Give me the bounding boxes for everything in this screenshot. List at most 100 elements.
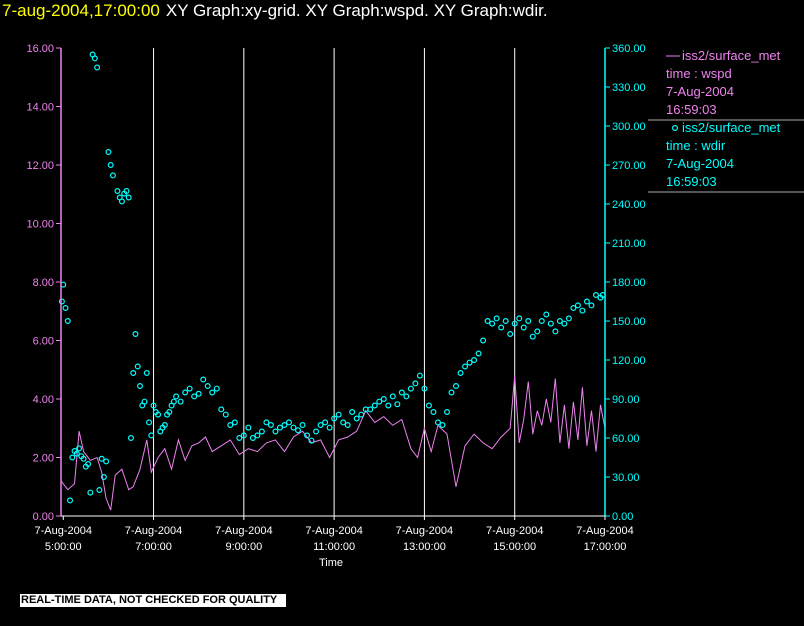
wdir-point (403, 393, 410, 400)
wdir-point (240, 432, 247, 439)
legend-circle-swatch (671, 124, 678, 131)
x-tick-time: 17:00:00 (584, 541, 627, 553)
wdir-point (385, 402, 392, 409)
wdir-point (547, 320, 554, 327)
wspd-series (60, 375, 606, 511)
wdir-point (109, 172, 116, 179)
wdir-point (114, 188, 121, 195)
wdir-point (173, 393, 180, 400)
wdir-point (448, 389, 455, 396)
wdir-point (107, 162, 114, 169)
wdir-point (543, 311, 550, 318)
wdir-point (132, 331, 139, 338)
x-tick-date: 7-Aug-2004 (576, 525, 634, 537)
wdir-point (204, 383, 211, 390)
wdir-point (155, 411, 162, 418)
wdir-point (412, 380, 419, 387)
wdir-point (358, 411, 365, 418)
wdir-point (130, 370, 137, 377)
right-tick-label: 360.00 (612, 43, 646, 55)
wdir-point (231, 419, 238, 426)
left-tick-label: 4.00 (33, 394, 54, 406)
x-tick-date: 7-Aug-2004 (486, 525, 544, 537)
x-axis: 7-Aug-2004 5:00:00 7-Aug-2004 7:00:00 7-Aug-… (35, 516, 634, 553)
wdir-point (570, 305, 577, 312)
wdir-point (430, 409, 437, 416)
x-tick-date: 7-Aug-2004 (35, 525, 93, 537)
wdir-point (480, 337, 487, 344)
wdir-point (137, 383, 144, 390)
wdir-point (534, 328, 541, 335)
wdir-point (335, 411, 342, 418)
chart-title: 7-aug-2004,17:00:00 XY Graph:xy-grid. XY … (2, 1, 548, 21)
wdir-point (148, 432, 155, 439)
wdir-point (236, 435, 243, 442)
wdir-point (489, 320, 496, 327)
wdir-point (475, 350, 482, 357)
legend-time: 16:59:03 (666, 174, 717, 189)
wdir-point (258, 428, 265, 435)
wdir-point (398, 389, 405, 396)
wdir-point (96, 487, 103, 494)
quality-disclaimer: REAL-TIME DATA, NOT CHECKED FOR QUALITY (20, 594, 287, 607)
wdir-point (127, 435, 134, 442)
right-tick-label: 300.00 (612, 121, 646, 133)
wdir-point (349, 409, 356, 416)
wdir-point (538, 318, 545, 325)
wdir-point (80, 455, 87, 462)
wdir-point (125, 194, 132, 201)
left-tick-label: 14.00 (26, 102, 54, 114)
right-tick-label: 120.00 (612, 355, 646, 367)
x-tick-date: 7-Aug-2004 (125, 525, 183, 537)
wdir-point (322, 419, 329, 426)
wdir-point (94, 64, 101, 71)
wdir-point (457, 370, 464, 377)
wdir-point (227, 422, 234, 429)
wdir-point (583, 298, 590, 305)
wdir-point (91, 55, 98, 62)
wdir-point (561, 320, 568, 327)
x-tick-time: 13:00:00 (403, 541, 446, 553)
right-tick-label: 180.00 (612, 277, 646, 289)
wdir-point (67, 497, 74, 504)
right-y-axis: 0.00 30.00 60.00 90.00 120.00 150.00 180.00 210… (605, 43, 646, 523)
wdir-point (453, 383, 460, 390)
wdir-point (376, 398, 383, 405)
legend-series-var: time : wspd (666, 66, 732, 81)
title-timestamp: 7-aug-2004,17:00:00 (2, 1, 160, 20)
wdir-point (421, 385, 428, 392)
wdir-point (308, 437, 315, 444)
wdir-point (200, 376, 207, 383)
wdir-point (394, 401, 401, 408)
wdir-point (295, 427, 302, 434)
wdir-point (462, 363, 469, 370)
wdir-point (170, 398, 177, 405)
wdir-point (371, 402, 378, 409)
wdir-point (367, 406, 374, 413)
left-tick-label: 6.00 (33, 336, 54, 348)
right-tick-label: 90.00 (612, 394, 640, 406)
wdir-point (331, 415, 338, 422)
x-tick-time: 11:00:00 (313, 541, 355, 553)
wdir-point (502, 318, 509, 325)
wdir-point (471, 357, 478, 364)
wdir-point (525, 318, 532, 325)
wdir-point (100, 474, 107, 481)
wdir-point (166, 409, 173, 416)
wdir-point (579, 307, 586, 314)
axes (60, 48, 606, 517)
wdir-point (98, 455, 105, 462)
x-tick-date: 7-Aug-2004 (215, 525, 273, 537)
wdir-point (556, 318, 563, 325)
wdir-point (493, 315, 500, 322)
wdir-point (69, 454, 76, 461)
wdir-point (245, 424, 252, 431)
legend-series-name: iss2/surface_met (682, 48, 781, 63)
left-tick-label: 10.00 (26, 219, 54, 231)
wdir-point (529, 333, 536, 340)
wdir-point (263, 419, 270, 426)
wdir-point (439, 422, 446, 429)
wdir-point (516, 315, 523, 322)
